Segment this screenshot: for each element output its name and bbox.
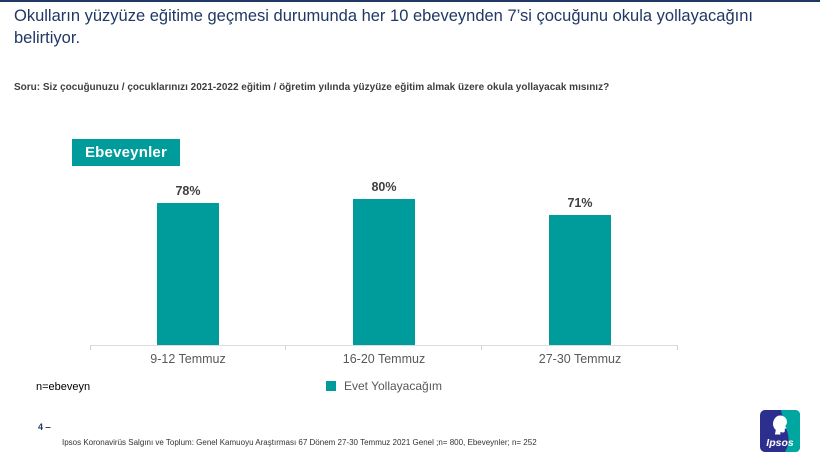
ipsos-logo: Ipsos [760, 410, 800, 452]
bar-value-label: 80% [371, 180, 397, 194]
bar-group: 78% 9-12 Temmuz [90, 181, 286, 366]
logo-face-silhouette [773, 415, 787, 435]
bar-group: 80% 16-20 Temmuz [286, 180, 482, 366]
survey-question-text: Soru: Siz çocuğunuzu / çocuklarınızı 202… [14, 82, 610, 93]
bar [157, 203, 219, 345]
x-axis-label: 27-30 Temmuz [538, 352, 622, 366]
bar-value-label: 71% [567, 196, 593, 210]
page-number: 4 ‒ [38, 422, 51, 432]
bar [353, 199, 415, 345]
bar [549, 215, 611, 345]
slide-top-border [0, 0, 820, 2]
group-label-text: Ebeveynler [84, 144, 168, 161]
legend-label: Evet Yollayacağım [343, 379, 443, 393]
bar-value-label: 78% [175, 184, 201, 198]
x-axis-label: 9-12 Temmuz [150, 352, 226, 366]
group-label-chip: Ebeveynler [72, 139, 180, 166]
chart-legend: Evet Yollayacağım [90, 379, 678, 393]
bar-group: 71% 27-30 Temmuz [482, 181, 678, 366]
legend-marker-icon [325, 381, 336, 391]
logo-text: Ipsos [766, 437, 794, 449]
sample-note: n=ebeveyn [36, 381, 91, 393]
source-footnote: Ipsos Koronavirüs Salgını ve Toplum: Gen… [62, 438, 537, 447]
bar-chart: 78% 9-12 Temmuz 80% 16-20 Temmuz 71% 27-30 Te… [90, 180, 678, 366]
x-axis-label: 16-20 Temmuz [342, 352, 426, 366]
page-title: Okulların yüzyüze eğitime geçmesi durumu… [14, 7, 753, 47]
